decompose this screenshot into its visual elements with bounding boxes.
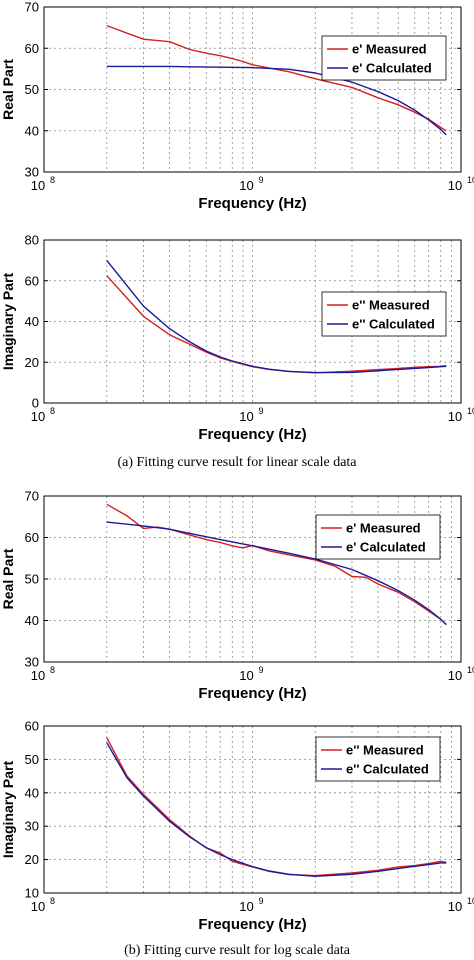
x-tick-exponent: 10	[467, 175, 474, 185]
legend-box	[315, 736, 441, 782]
y-tick-label: 70	[25, 489, 39, 504]
legend-entry: e'' Measured	[346, 743, 424, 758]
y-tick-label: 20	[25, 852, 39, 867]
legend-entry: e' Calculated	[346, 540, 426, 555]
y-tick-label: 30	[25, 165, 39, 180]
y-tick-label: 80	[25, 233, 39, 248]
x-tick-label: 10	[31, 178, 45, 193]
x-tick-label: 10	[239, 178, 253, 193]
x-tick-exponent: 10	[467, 406, 474, 416]
series-line-calculated	[106, 259, 447, 374]
x-axis-label: Frequency (Hz)	[198, 685, 306, 702]
chart-panels: 30405060701081091010Frequency (Hz)Real P…	[0, 0, 474, 933]
legend-entry: e'' Calculated	[346, 762, 429, 777]
legend-entry: e' Measured	[346, 521, 421, 536]
x-tick-exponent: 10	[467, 896, 474, 906]
plot-frame	[43, 725, 462, 894]
x-tick-exponent: 9	[259, 896, 264, 906]
series-line-calculated	[106, 742, 447, 877]
y-tick-label: 0	[32, 396, 39, 411]
x-tick-label: 10	[448, 409, 462, 424]
x-tick-label: 10	[31, 899, 45, 914]
x-tick-label: 10	[31, 409, 45, 424]
x-tick-exponent: 8	[50, 896, 55, 906]
x-tick-exponent: 8	[50, 665, 55, 675]
y-axis-label: Real Part	[0, 59, 16, 120]
x-axis-label: Frequency (Hz)	[198, 426, 306, 443]
legend-box	[315, 514, 441, 560]
legend-box	[321, 291, 447, 337]
y-tick-label: 60	[25, 530, 39, 545]
x-axis-label: Frequency (Hz)	[198, 916, 306, 933]
y-tick-label: 40	[25, 785, 39, 800]
x-tick-label: 10	[448, 899, 462, 914]
y-tick-label: 60	[25, 41, 39, 56]
y-tick-label: 40	[25, 123, 39, 138]
chart-panel-4: 1020304050601081091010Frequency (Hz)Imag…	[0, 719, 474, 934]
legend-entry: e' Calculated	[352, 61, 432, 76]
y-tick-label: 40	[25, 613, 39, 628]
x-tick-label: 10	[448, 178, 462, 193]
x-tick-label: 10	[448, 668, 462, 683]
y-tick-label: 50	[25, 82, 39, 97]
series-line-calculated	[106, 521, 447, 626]
x-tick-exponent: 8	[50, 406, 55, 416]
y-tick-label: 60	[25, 719, 39, 734]
chart-panel-3: 30 40 50 60 70 10 8 10 9 10 10 Frequency (Hz) Real P…	[0, 489, 474, 703]
y-tick-label: 20	[25, 355, 39, 370]
x-tick-exponent: 9	[259, 406, 264, 416]
legend-entry: e' Measured	[352, 42, 427, 57]
legend-box	[321, 35, 447, 81]
y-tick-label: 30	[25, 655, 39, 670]
y-tick-label: 30	[25, 819, 39, 834]
legend: e'' Measured e'' Calculated	[315, 736, 441, 782]
legend: e' Measured e' Calculated	[315, 514, 441, 560]
caption-a: (a) Fitting curve result for linear scal…	[117, 455, 357, 470]
series-line-calculated	[106, 65, 447, 136]
chart-panel-1: 30 40 50 60 70 10 8 10 9 10 10 Frequency (Hz) Real P…	[0, 0, 474, 212]
y-axis-label: Imaginary Part	[0, 761, 16, 859]
x-tick-label: 10	[239, 409, 253, 424]
x-tick-exponent: 10	[467, 665, 474, 675]
y-axis-label: Real Part	[0, 548, 16, 609]
y-tick-label: 60	[25, 273, 39, 288]
legend: e'' Measured e'' Calculated	[321, 291, 447, 337]
x-tick-exponent: 8	[50, 175, 55, 185]
x-tick-exponent: 9	[259, 175, 264, 185]
chart-panel-2: 0 20 40 60 80 10 8 10 9 10 10 Frequency (Hz) Imagina…	[0, 233, 474, 444]
y-tick-label: 50	[25, 752, 39, 767]
legend: e' Measured e' Calculated	[321, 35, 447, 81]
x-tick-label: 10	[31, 668, 45, 683]
legend-entry: e'' Calculated	[352, 317, 435, 332]
y-tick-label: 10	[25, 886, 39, 901]
y-axis-label: Imaginary Part	[0, 273, 16, 371]
x-tick-label: 10	[239, 668, 253, 683]
y-tick-label: 40	[25, 314, 39, 329]
caption-b: (b) Fitting curve result for log scale d…	[124, 943, 351, 958]
x-tick-label: 10	[239, 899, 253, 914]
y-tick-label: 70	[25, 0, 39, 15]
x-axis-label: Frequency (Hz)	[198, 195, 306, 212]
legend-entry: e'' Measured	[352, 298, 430, 313]
y-tick-label: 50	[25, 572, 39, 587]
x-tick-exponent: 9	[259, 665, 264, 675]
